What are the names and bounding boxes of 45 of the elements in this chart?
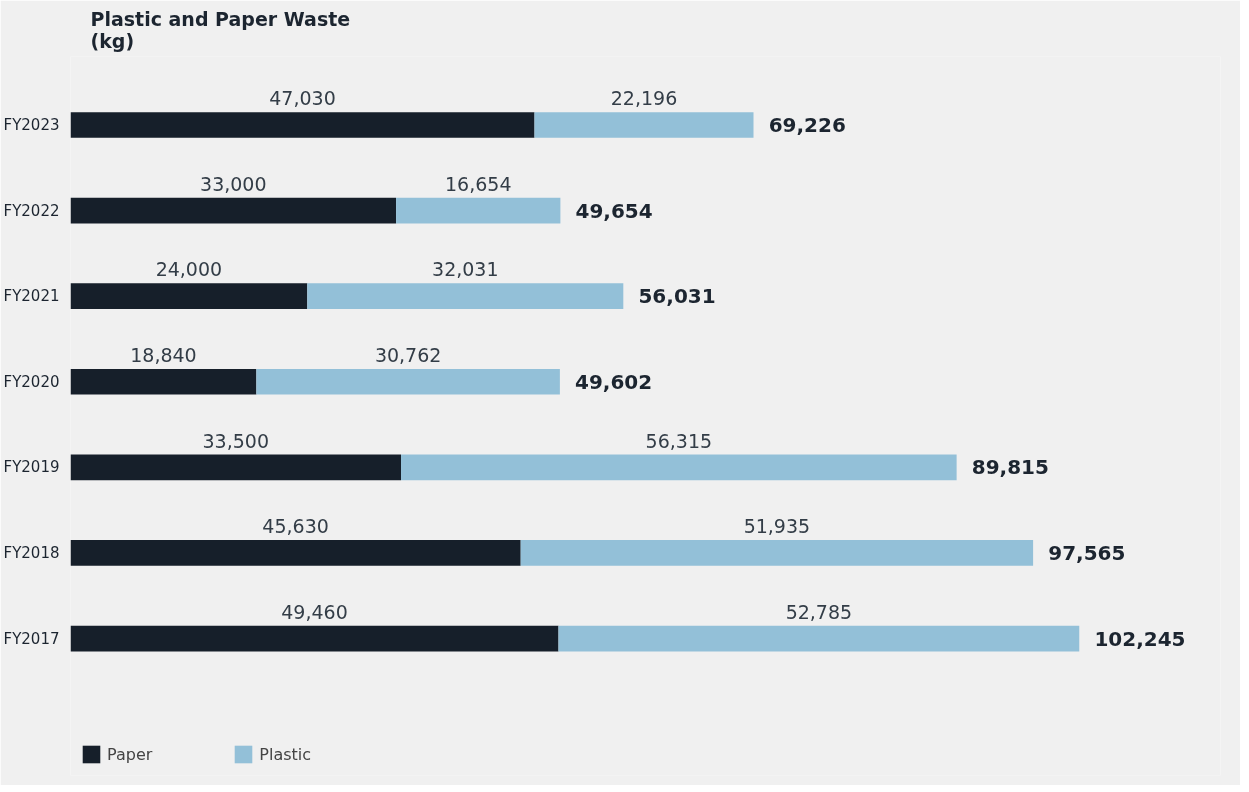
data-label: 51,935 xyxy=(743,515,811,538)
data-label: 33,500 xyxy=(202,429,269,452)
data-label: 24,000 xyxy=(155,258,223,281)
data-label: 30,762 xyxy=(374,344,442,367)
y-tick-label: FY2022 xyxy=(3,201,60,220)
total-label: 89,815 xyxy=(971,455,1049,480)
data-label: 22,196 xyxy=(610,87,678,110)
y-tick-label: FY2020 xyxy=(3,372,60,391)
bar xyxy=(70,197,397,224)
bar xyxy=(558,625,1080,652)
bar xyxy=(401,454,957,481)
total-label: 69,226 xyxy=(768,112,846,137)
chart-title: Plastic and Paper Waste (kg) xyxy=(90,7,351,52)
bar xyxy=(307,283,624,310)
bar xyxy=(70,368,257,395)
data-label: 47,030 xyxy=(269,87,336,110)
data-label: 49,460 xyxy=(281,600,348,623)
bar xyxy=(70,454,402,481)
y-tick-label: FY2018 xyxy=(3,543,60,562)
bar xyxy=(396,197,561,224)
bar xyxy=(534,112,754,138)
bar xyxy=(70,625,559,652)
total-label: 49,654 xyxy=(575,198,653,223)
total-label: 49,602 xyxy=(575,369,653,394)
legend-label: Plastic xyxy=(259,744,312,764)
legend-label: Paper xyxy=(107,744,153,764)
y-tick-label: FY2021 xyxy=(3,287,60,306)
data-label: 33,000 xyxy=(200,172,267,195)
data-label: 32,031 xyxy=(432,258,499,281)
bar xyxy=(70,112,535,138)
y-tick-label: FY2023 xyxy=(3,115,60,134)
data-label: 45,630 xyxy=(262,515,329,538)
y-tick-label: FY2017 xyxy=(3,629,60,648)
data-label: 52,785 xyxy=(785,600,853,623)
total-label: 56,031 xyxy=(638,284,716,309)
data-label: 16,654 xyxy=(445,172,512,195)
data-label: 18,840 xyxy=(130,344,197,367)
data-label: 56,315 xyxy=(645,429,713,452)
total-label: 97,565 xyxy=(1048,540,1126,565)
bar xyxy=(256,368,560,395)
bar xyxy=(70,540,521,566)
bar xyxy=(70,283,308,310)
y-tick-label: FY2019 xyxy=(3,458,60,477)
total-label: 102,245 xyxy=(1094,626,1186,651)
bar xyxy=(520,540,1034,566)
